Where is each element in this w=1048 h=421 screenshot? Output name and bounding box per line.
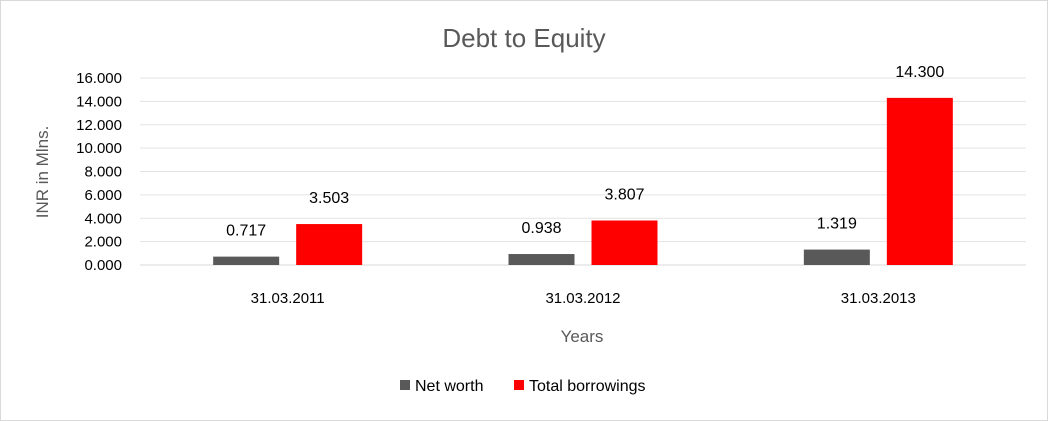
y-tick-label: 4.000 xyxy=(84,210,122,227)
y-tick-label: 0.000 xyxy=(84,257,122,274)
bar-net-worth xyxy=(213,256,280,265)
legend-swatch-net-worth xyxy=(400,380,410,390)
x-axis-title: Years xyxy=(561,327,604,346)
bar-total-borrowings xyxy=(296,224,363,265)
bar-net-worth xyxy=(508,254,575,265)
y-tick-label: 2.000 xyxy=(84,234,122,251)
legend-label-total-borrowings: Total borrowings xyxy=(529,378,646,395)
y-tick-label: 6.000 xyxy=(84,187,122,204)
data-label-total-borrowings: 14.300 xyxy=(895,64,944,81)
bars xyxy=(213,97,953,266)
y-tick-label: 14.000 xyxy=(76,93,122,110)
data-labels: 0.717 3.503 0.938 3.807 1.319 14.300 xyxy=(226,64,944,240)
data-label-net-worth: 0.938 xyxy=(521,220,561,237)
data-label-net-worth: 0.717 xyxy=(226,223,266,240)
bar-net-worth xyxy=(803,249,870,265)
y-axis-ticks: 0.000 2.000 4.000 6.000 8.000 10.000 12.000 14.… xyxy=(76,70,122,274)
data-label-net-worth: 1.319 xyxy=(817,216,857,233)
legend: Net worth Total borrowings xyxy=(400,378,646,395)
data-label-total-borrowings: 3.503 xyxy=(309,190,349,207)
data-label-total-borrowings: 3.807 xyxy=(604,187,644,204)
x-tick-label: 31.03.2013 xyxy=(841,290,916,307)
x-tick-label: 31.03.2012 xyxy=(545,290,620,307)
y-tick-label: 10.000 xyxy=(76,140,122,157)
gridlines xyxy=(140,77,1026,266)
legend-swatch-total-borrowings xyxy=(514,380,524,390)
x-axis-ticks: 31.03.2011 31.03.2012 31.03.2013 xyxy=(251,290,916,307)
x-tick-label: 31.03.2011 xyxy=(251,290,325,307)
bar-total-borrowings xyxy=(886,97,953,266)
legend-label-net-worth: Net worth xyxy=(415,378,483,395)
y-tick-label: 12.000 xyxy=(76,117,122,134)
y-tick-label: 8.000 xyxy=(84,164,122,181)
y-tick-label: 16.000 xyxy=(76,70,122,87)
bar-total-borrowings xyxy=(591,220,658,265)
y-axis-title: INR in Mlns. xyxy=(33,126,52,219)
chart-title: Debt to Equity xyxy=(442,23,605,53)
